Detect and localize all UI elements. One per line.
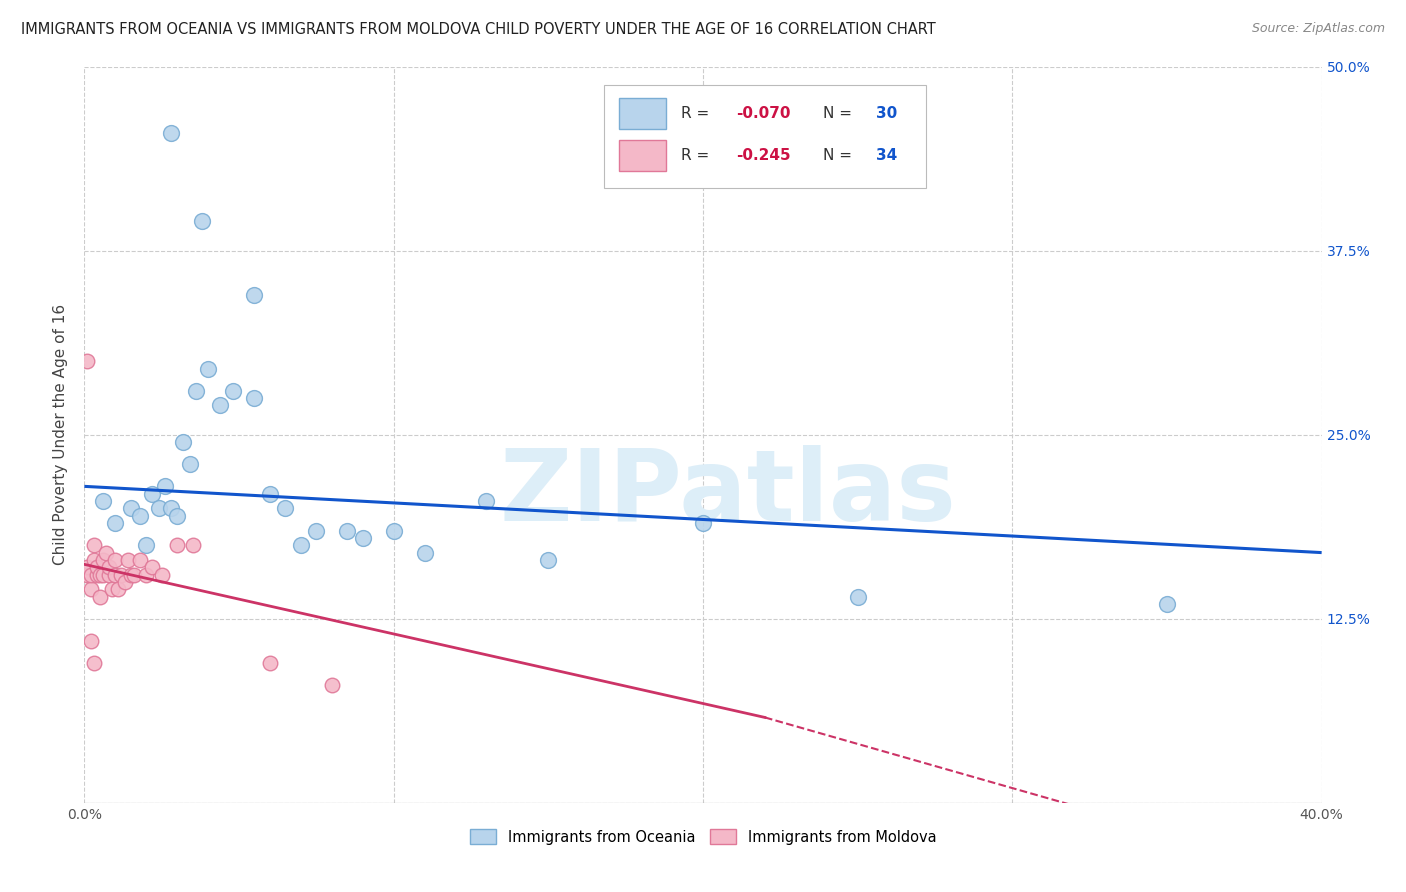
Point [184, 384, 207, 398]
Point [352, 531, 374, 545]
Text: 34: 34 [876, 148, 897, 162]
Point [101, 582, 124, 597]
Point [76, 354, 98, 368]
Point [110, 567, 132, 582]
Point [98, 567, 121, 582]
Point [98, 560, 121, 574]
Point [89, 567, 111, 582]
Point [86, 560, 108, 574]
Point [104, 516, 127, 530]
Point [475, 494, 498, 508]
FancyBboxPatch shape [619, 140, 666, 170]
Point [148, 501, 170, 516]
Point [91, 494, 114, 508]
Point [117, 553, 139, 567]
Text: R =: R = [681, 148, 714, 162]
Point [321, 678, 343, 692]
Point [259, 656, 281, 670]
Point [1156, 597, 1178, 611]
Point [79, 567, 101, 582]
Point [153, 479, 176, 493]
Point [91, 567, 114, 582]
Point [160, 126, 183, 140]
Point [181, 538, 204, 552]
Point [336, 524, 359, 538]
Point [104, 567, 127, 582]
Point [382, 524, 405, 538]
Point [76, 560, 98, 574]
Text: N =: N = [823, 148, 856, 162]
Point [259, 487, 281, 501]
Text: N =: N = [823, 106, 856, 120]
Point [120, 567, 142, 582]
Legend: Immigrants from Oceania, Immigrants from Moldova: Immigrants from Oceania, Immigrants from… [464, 823, 942, 851]
Point [222, 384, 245, 398]
Text: -0.245: -0.245 [737, 148, 792, 162]
Text: ZIPatlas: ZIPatlas [499, 445, 956, 542]
Text: IMMIGRANTS FROM OCEANIA VS IMMIGRANTS FROM MOLDOVA CHILD POVERTY UNDER THE AGE O: IMMIGRANTS FROM OCEANIA VS IMMIGRANTS FR… [21, 22, 936, 37]
Point [209, 398, 232, 412]
Point [86, 567, 108, 582]
Point [166, 538, 188, 552]
Point [89, 590, 111, 604]
Point [150, 567, 173, 582]
Point [79, 582, 101, 597]
Point [274, 501, 297, 516]
Text: -0.070: -0.070 [737, 106, 792, 120]
Point [172, 435, 194, 450]
Point [846, 590, 869, 604]
Point [83, 553, 105, 567]
Text: R =: R = [681, 106, 714, 120]
Text: Source: ZipAtlas.com: Source: ZipAtlas.com [1251, 22, 1385, 36]
Point [135, 567, 157, 582]
Point [94, 545, 117, 560]
Y-axis label: Child Poverty Under the Age of 16: Child Poverty Under the Age of 16 [53, 304, 69, 566]
Point [179, 457, 201, 471]
Point [692, 516, 714, 530]
Point [129, 553, 152, 567]
Point [91, 553, 114, 567]
Point [83, 538, 105, 552]
FancyBboxPatch shape [605, 86, 925, 188]
Point [76, 567, 98, 582]
Point [135, 538, 157, 552]
Point [114, 575, 136, 590]
Point [290, 538, 312, 552]
Point [141, 560, 163, 574]
Point [243, 288, 266, 302]
Point [141, 487, 163, 501]
Point [129, 508, 152, 523]
Point [305, 524, 328, 538]
Point [107, 582, 129, 597]
Point [537, 553, 560, 567]
Point [243, 391, 266, 405]
Point [122, 567, 145, 582]
Point [197, 361, 219, 376]
Point [79, 633, 101, 648]
Point [413, 545, 436, 560]
Point [160, 501, 183, 516]
Point [166, 508, 188, 523]
Point [104, 553, 127, 567]
Text: 30: 30 [876, 106, 897, 120]
Point [83, 656, 105, 670]
Point [120, 501, 142, 516]
FancyBboxPatch shape [619, 98, 666, 128]
Point [191, 214, 214, 228]
